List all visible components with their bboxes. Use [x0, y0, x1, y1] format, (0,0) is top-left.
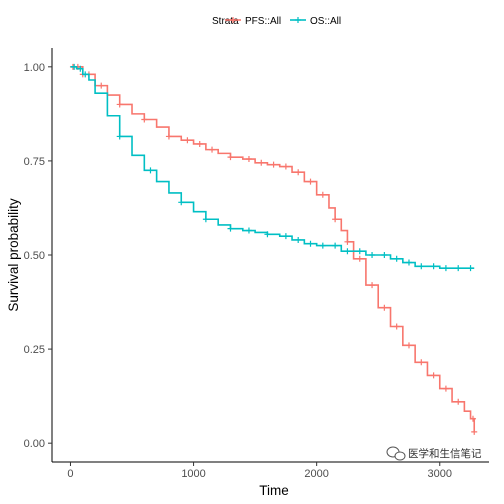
censor-mark [282, 163, 289, 170]
censor-mark [98, 82, 105, 89]
x-axis-title: Time [259, 483, 289, 498]
censor-mark [295, 236, 302, 243]
series-line-0 [70, 66, 476, 432]
x-tick-label: 1000 [181, 468, 205, 480]
legend-key-mark [295, 17, 301, 23]
y-axis-title: Survival probability [6, 198, 21, 312]
censor-mark [141, 116, 148, 123]
censor-mark [116, 101, 123, 108]
censor-mark [264, 231, 271, 238]
y-tick-label: 0.50 [24, 250, 45, 262]
censor-mark [356, 248, 363, 255]
censor-mark [270, 161, 277, 168]
censor-mark [332, 242, 339, 249]
censor-mark [369, 282, 376, 289]
censor-mark [442, 385, 449, 392]
censor-mark [295, 169, 302, 176]
x-tick-label: 0 [67, 468, 73, 480]
censor-mark [319, 191, 326, 198]
censor-mark [245, 156, 252, 163]
censor-mark [307, 178, 314, 185]
series-line-1 [70, 66, 475, 269]
censor-mark [381, 304, 388, 311]
censor-mark [356, 255, 363, 262]
wechat-icon [386, 446, 406, 461]
censor-mark [418, 359, 425, 366]
axes: 0 1000 2000 3000 0.00 0.25 0.50 0.75 1.00 [24, 48, 489, 480]
censor-mark [469, 415, 476, 422]
censor-mark [147, 167, 154, 174]
censor-mark [430, 372, 437, 379]
legend: Strata PFS::All OS::All [212, 16, 341, 27]
legend-label: PFS::All [245, 16, 281, 27]
censor-mark [71, 63, 78, 70]
plot-panel [69, 63, 478, 435]
censor-mark [405, 259, 412, 266]
censor-mark [393, 255, 400, 262]
censor-mark [369, 252, 376, 258]
censor-mark [405, 342, 412, 349]
x-tick-label: 2000 [304, 468, 328, 480]
censor-mark [196, 140, 203, 147]
legend-label: OS::All [310, 16, 341, 27]
legend-key-mark [230, 17, 236, 23]
censor-mark [442, 265, 449, 272]
censor-mark [77, 65, 84, 72]
y-tick-label: 0.25 [24, 344, 45, 356]
censor-mark [282, 233, 289, 240]
censor-mark [319, 242, 326, 249]
censor-mark [467, 265, 474, 272]
censor-mark [393, 323, 400, 330]
censor-mark [344, 238, 351, 245]
censor-mark [307, 240, 314, 247]
censor-mark [381, 252, 388, 258]
censor-mark [202, 216, 209, 223]
censor-mark [245, 227, 252, 234]
censor-mark [227, 154, 234, 161]
censor-mark [455, 265, 462, 272]
censor-mark [165, 133, 172, 140]
censor-mark [430, 263, 437, 270]
censor-mark [418, 263, 425, 270]
watermark-text: 医学和生信笔记 [408, 447, 482, 460]
y-tick-label: 1.00 [24, 62, 45, 74]
censor-mark [344, 248, 351, 255]
legend-title: Strata [212, 16, 239, 27]
x-tick-label: 3000 [428, 468, 452, 480]
censor-mark [209, 146, 216, 153]
censor-mark [471, 428, 478, 435]
censor-mark [82, 71, 89, 78]
censor-mark [258, 159, 265, 166]
censor-mark [178, 199, 185, 206]
censor-mark [227, 225, 234, 232]
y-tick-label: 0.75 [24, 156, 45, 168]
watermark: 医学和生信笔记 [386, 446, 482, 461]
censor-mark [332, 216, 339, 223]
y-tick-label: 0.00 [24, 438, 45, 450]
censor-mark [116, 133, 123, 140]
censor-mark [184, 137, 191, 144]
censor-mark [455, 398, 462, 405]
